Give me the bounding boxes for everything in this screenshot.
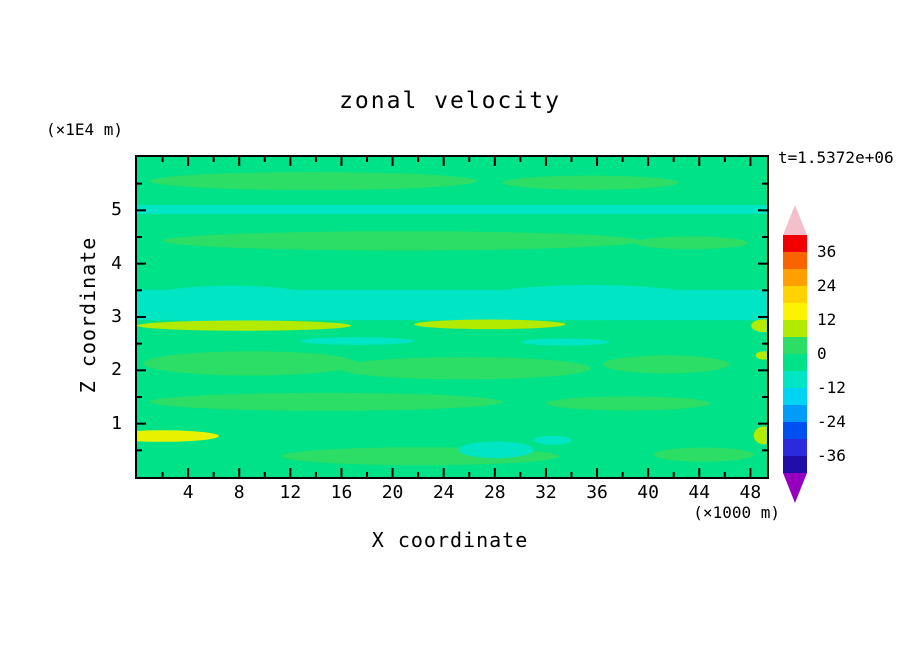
colorbar-label: 24 [817,276,837,295]
colorbar-label: -24 [817,412,846,431]
colorbar-segment [783,439,807,456]
colorbar-segment [783,388,807,405]
colorbar-segment [783,337,807,354]
colorbar-segments [783,235,807,473]
contour-region-chartreuse [753,426,767,445]
contour-plot [135,155,769,479]
x-axis-unit-label: (×1000 m) [693,503,780,522]
colorbar-segment [783,320,807,337]
colorbar-segment [783,303,807,320]
colorbar-label: -12 [817,378,846,397]
x-tick-label: 48 [739,482,762,503]
y-tick-label: 1 [111,412,122,434]
contour-region-green [149,172,478,190]
x-tick-label: 44 [688,482,711,503]
colorbar [783,205,807,503]
contour-field [137,157,767,477]
contour-region-green [603,355,730,374]
colorbar-segment [783,422,807,439]
contour-region-green [502,175,679,190]
colorbar-segment [783,235,807,252]
contour-region-chartreuse [755,351,767,360]
time-annotation: t=1.5372e+06 [778,148,894,167]
y-tick-label: 4 [111,252,122,274]
x-tick-label: 40 [637,482,659,503]
colorbar-label: 36 [817,242,837,261]
contour-region-turquoise [137,205,767,214]
y-tick-label: 3 [111,306,122,327]
x-tick-label: 12 [279,482,302,503]
contour-region-turquoise [300,337,415,345]
contour-region-green [634,236,749,250]
colorbar-segment [783,286,807,303]
contour-region-chartreuse [414,319,566,330]
chart-title: zonal velocity [339,88,561,114]
colorbar-label: -36 [817,446,846,465]
contour-region-green [338,357,591,380]
contour-region-green [149,392,503,411]
x-tick-label: 36 [586,482,608,503]
contour-region-turquoise [458,441,534,459]
colorbar-over-arrow-icon [783,205,807,235]
contour-region-green [546,396,711,411]
x-tick-label: 16 [330,482,353,503]
x-tick-label: 20 [381,482,404,503]
x-tick-label: 32 [535,482,557,503]
contour-region-green [162,231,641,251]
contour-region-chartreuse [751,319,767,333]
x-axis-title: X coordinate [371,528,529,552]
contour-region-turquoise [137,285,333,323]
colorbar-segment [783,405,807,422]
x-tick-label: 8 [233,482,245,503]
colorbar-segment [783,354,807,371]
contour-region-chartreuse [137,320,352,331]
colorbar-segment [783,252,807,269]
y-tick-label: 5 [111,199,122,221]
colorbar-segment [783,371,807,388]
colorbar-segment [783,269,807,286]
x-tick-label: 28 [483,482,506,503]
x-tick-label: 24 [432,482,455,503]
contour-region-turquoise [521,338,610,346]
y-tick-label: 2 [111,359,122,381]
contour-region-turquoise [464,285,717,321]
contour-region-green [653,447,755,462]
colorbar-segment [783,456,807,473]
contour-region-green [143,351,358,376]
y-axis-unit-label: (×1E4 m) [46,120,124,139]
colorbar-under-arrow-icon [783,473,807,503]
colorbar-label: 0 [817,344,827,363]
x-tick-label: 4 [182,482,194,503]
contour-region-yellow [137,430,219,442]
colorbar-label: 12 [817,310,837,329]
contour-region-turquoise [533,435,572,445]
